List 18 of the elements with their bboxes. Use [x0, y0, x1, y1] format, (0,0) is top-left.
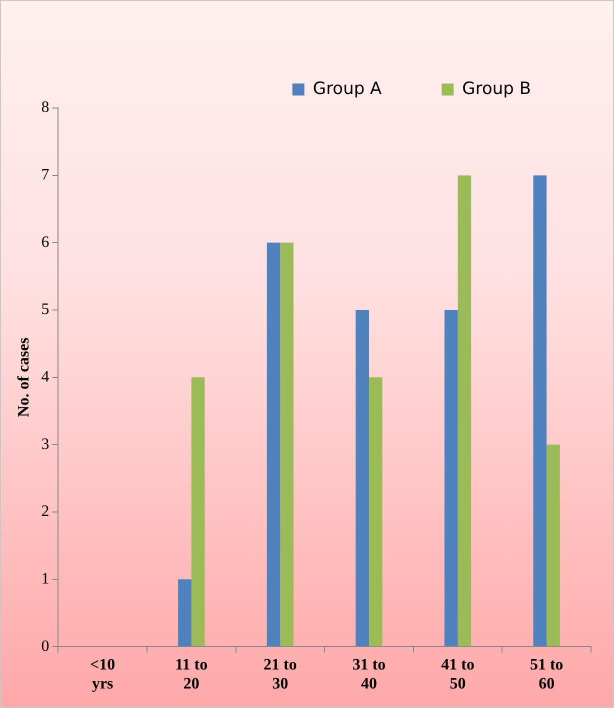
x-tick-label: 21 to 30	[264, 656, 297, 693]
y-tick-label: 7	[41, 166, 50, 184]
x-tick-label: 51 to 60	[530, 656, 564, 693]
y-tick-label: 8	[41, 99, 50, 116]
y-tick-label: 2	[41, 503, 50, 520]
y-tick-label: 5	[41, 301, 50, 318]
y-tick-label: 6	[41, 234, 50, 251]
legend-label: Group A	[312, 78, 382, 99]
x-tick-label: 11 to 20	[175, 656, 208, 693]
x-tick-label: <10 yrs	[90, 656, 116, 693]
x-tick-label: 41 to 50	[441, 656, 474, 693]
y-tick-label: 4	[41, 368, 50, 386]
y-tick-label: 1	[41, 570, 50, 588]
y-tick-label: 3	[41, 436, 50, 453]
legend-label: Group B	[462, 78, 532, 99]
x-tick-label: 31 to 40	[352, 656, 386, 693]
y-tick-label: 0	[41, 638, 50, 655]
y-axis-title: No. of cases	[16, 338, 33, 418]
